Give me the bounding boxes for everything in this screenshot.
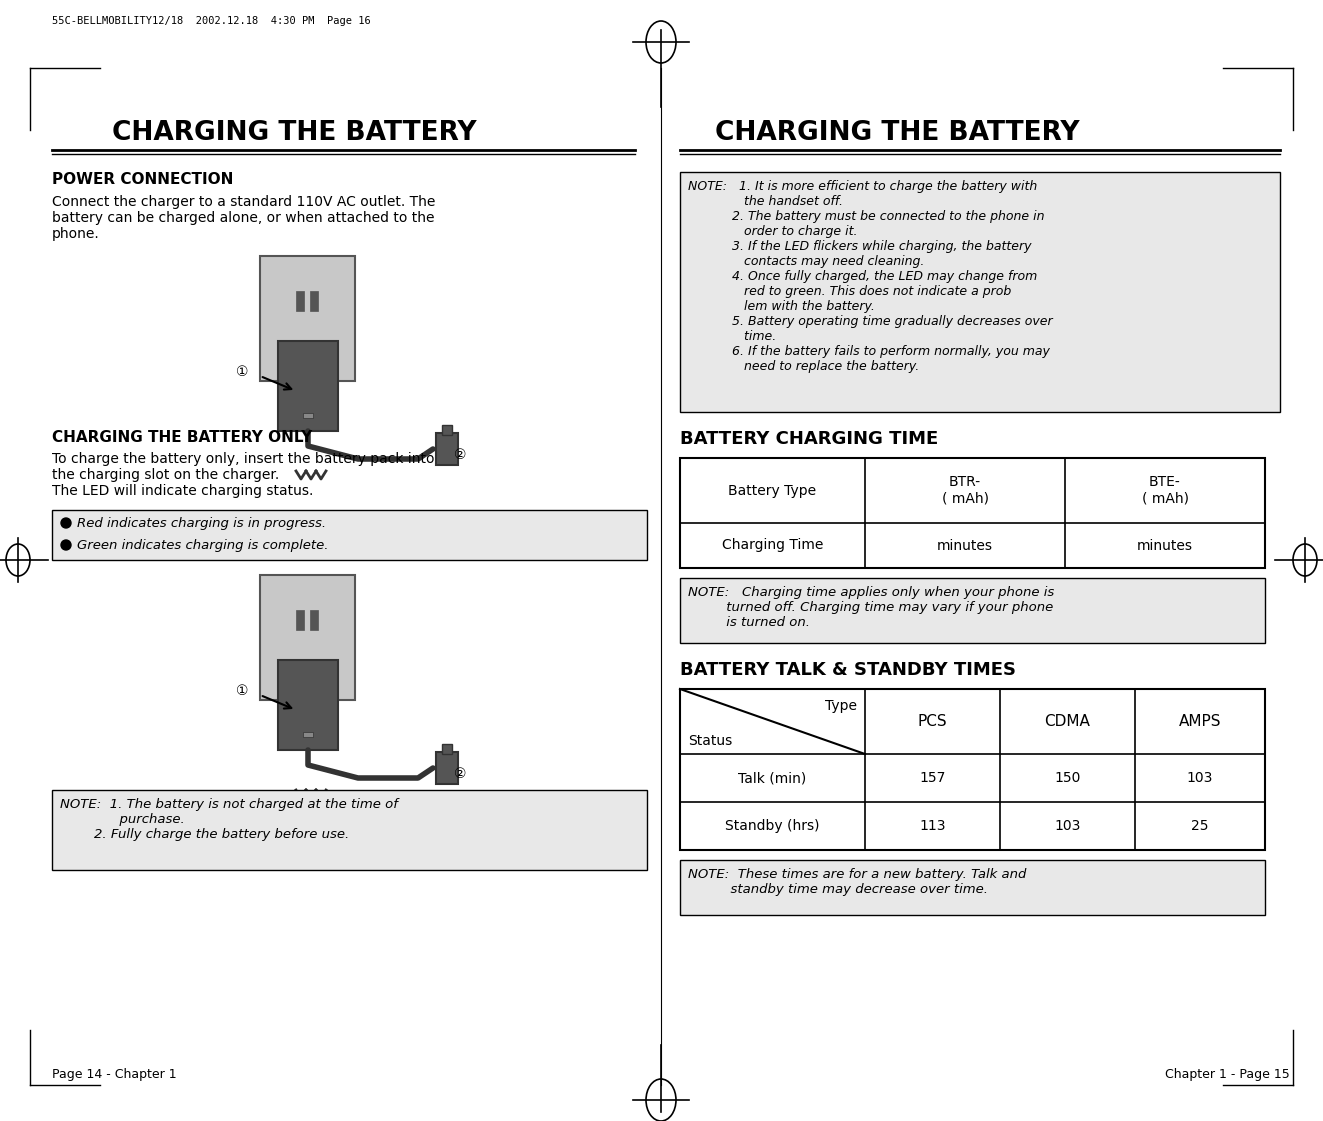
Bar: [278, 341, 337, 430]
Text: 150: 150: [1054, 771, 1081, 785]
Text: PCS: PCS: [918, 714, 947, 729]
Text: 157: 157: [919, 771, 946, 785]
Circle shape: [275, 274, 339, 339]
Ellipse shape: [295, 670, 320, 710]
Text: NOTE:   Charging time applies only when your phone is
         turned off. Charg: NOTE: Charging time applies only when yo…: [688, 586, 1054, 629]
Text: Standby (hrs): Standby (hrs): [725, 819, 820, 833]
Bar: [437, 752, 458, 784]
Bar: [261, 575, 355, 700]
Bar: [680, 689, 1265, 850]
Bar: [310, 291, 318, 311]
Bar: [261, 256, 355, 381]
Bar: [290, 364, 325, 374]
Text: Type: Type: [826, 700, 857, 713]
Text: CDMA: CDMA: [1045, 714, 1090, 729]
Bar: [52, 510, 647, 560]
Text: ②: ②: [454, 448, 467, 462]
Bar: [680, 578, 1265, 643]
Text: CHARGING THE BATTERY: CHARGING THE BATTERY: [714, 120, 1080, 146]
Bar: [290, 683, 325, 693]
Text: 55C-BELLMOBILITY12/18  2002.12.18  4:30 PM  Page 16: 55C-BELLMOBILITY12/18 2002.12.18 4:30 PM…: [52, 16, 370, 26]
Text: Page 14 - Chapter 1: Page 14 - Chapter 1: [52, 1068, 177, 1081]
Bar: [680, 860, 1265, 915]
Circle shape: [61, 540, 71, 550]
Circle shape: [275, 593, 339, 657]
Text: Connect the charger to a standard 110V AC outlet. The
battery can be charged alo: Connect the charger to a standard 110V A…: [52, 195, 435, 241]
Text: Status: Status: [688, 734, 732, 748]
Text: minutes: minutes: [937, 538, 994, 553]
Bar: [310, 610, 318, 630]
Text: BATTERY CHARGING TIME: BATTERY CHARGING TIME: [680, 430, 938, 448]
Bar: [296, 610, 304, 630]
Text: Chapter 1 - Page 15: Chapter 1 - Page 15: [1166, 1068, 1290, 1081]
Text: NOTE:  1. The battery is not charged at the time of
              purchase.
    : NOTE: 1. The battery is not charged at t…: [60, 798, 398, 841]
Text: Battery Type: Battery Type: [729, 483, 816, 498]
Text: CHARGING THE BATTERY ONLY: CHARGING THE BATTERY ONLY: [52, 430, 312, 445]
Text: Talk (min): Talk (min): [738, 771, 807, 785]
Bar: [442, 425, 452, 435]
Text: 113: 113: [919, 819, 946, 833]
Text: ②: ②: [454, 767, 467, 781]
Text: BTR-
( mAh): BTR- ( mAh): [942, 475, 988, 506]
Bar: [303, 413, 314, 418]
Bar: [296, 291, 304, 311]
Text: POWER CONNECTION: POWER CONNECTION: [52, 172, 233, 187]
Text: 103: 103: [1054, 819, 1081, 833]
Text: BTE-
( mAh): BTE- ( mAh): [1142, 475, 1188, 506]
Text: 103: 103: [1187, 771, 1213, 785]
Text: BATTERY TALK & STANDBY TIMES: BATTERY TALK & STANDBY TIMES: [680, 661, 1016, 679]
Ellipse shape: [295, 351, 320, 391]
Text: Red indicates charging is in progress.: Red indicates charging is in progress.: [77, 517, 327, 530]
Text: CHARGING THE BATTERY: CHARGING THE BATTERY: [112, 120, 476, 146]
Text: ①: ①: [235, 684, 249, 698]
Bar: [437, 433, 458, 465]
Text: To charge the battery only, insert the battery pack into
the charging slot on th: To charge the battery only, insert the b…: [52, 452, 434, 499]
Bar: [303, 732, 314, 736]
Bar: [278, 660, 337, 750]
Bar: [680, 172, 1279, 413]
Text: NOTE:   1. It is more efficient to charge the battery with
              the han: NOTE: 1. It is more efficient to charge …: [688, 180, 1053, 373]
Text: 25: 25: [1191, 819, 1209, 833]
Circle shape: [61, 518, 71, 528]
Bar: [52, 790, 647, 870]
Bar: [442, 744, 452, 754]
Text: minutes: minutes: [1136, 538, 1193, 553]
Text: NOTE:  These times are for a new battery. Talk and
          standby time may de: NOTE: These times are for a new battery.…: [688, 868, 1027, 896]
Text: Green indicates charging is complete.: Green indicates charging is complete.: [77, 539, 328, 552]
Text: ①: ①: [235, 365, 249, 379]
Text: AMPS: AMPS: [1179, 714, 1221, 729]
Bar: [680, 458, 1265, 568]
Text: Charging Time: Charging Time: [722, 538, 823, 553]
